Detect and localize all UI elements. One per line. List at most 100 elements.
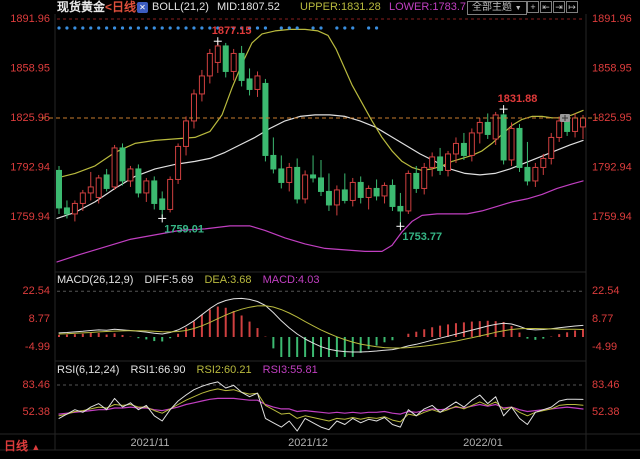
macd-params-label: MACD(26,12,9) bbox=[57, 274, 134, 286]
signal-dot bbox=[216, 26, 220, 30]
crosshair-icon[interactable]: + bbox=[527, 1, 539, 13]
candle-body bbox=[532, 166, 539, 182]
pane-shift-right-icon[interactable]: ⇥ bbox=[553, 1, 565, 13]
signal-dot bbox=[343, 26, 347, 30]
symbol-name: 现货黄金 bbox=[57, 0, 106, 14]
candle-body bbox=[452, 142, 459, 155]
boll-upper-value: UPPER:1831.28 bbox=[300, 1, 381, 13]
rsi1-value: RSI1:66.90 bbox=[130, 364, 186, 376]
macd-axis-label-right: 22.54 bbox=[592, 285, 620, 297]
indicator-settings-icon[interactable]: ✕ bbox=[137, 2, 148, 13]
rsi2-line bbox=[58, 388, 584, 423]
candle-body bbox=[437, 156, 444, 171]
candle-body bbox=[214, 45, 221, 63]
signal-dot bbox=[65, 26, 69, 30]
candle-body bbox=[198, 75, 205, 95]
date-axis-label: 2022/01 bbox=[463, 437, 503, 449]
macd-diff-value: DIFF:5.69 bbox=[144, 274, 194, 286]
signal-dot bbox=[81, 26, 85, 30]
boll-lower-value: LOWER:1783.7 bbox=[389, 1, 467, 13]
y-axis-label-right: 1825.95 bbox=[592, 112, 632, 124]
candle-body bbox=[111, 147, 118, 188]
pane-expand-icon[interactable]: ↦ bbox=[566, 1, 578, 13]
signal-dot bbox=[89, 26, 93, 30]
candle-body bbox=[151, 180, 158, 204]
signal-dot bbox=[255, 26, 260, 30]
candle-body bbox=[468, 132, 475, 156]
pane-shift-left-icon[interactable]: ⇤ bbox=[540, 1, 552, 13]
triangle-up-icon: ▲ bbox=[31, 442, 41, 452]
candle-body bbox=[95, 177, 102, 198]
candle-body bbox=[500, 114, 507, 161]
boll-mid-value: MID:1807.52 bbox=[216, 1, 280, 13]
candle-body bbox=[262, 82, 269, 156]
signal-dot bbox=[335, 26, 339, 30]
candle-body bbox=[397, 205, 404, 212]
y-axis-label-right: 1792.94 bbox=[592, 161, 632, 173]
candle-body bbox=[540, 157, 547, 168]
macd-axis-label-right: 8.77 bbox=[592, 313, 613, 325]
candle-body bbox=[373, 187, 380, 197]
signal-dot bbox=[311, 26, 315, 30]
macd-axis-label-left: -4.99 bbox=[25, 341, 50, 353]
candle-body bbox=[238, 52, 245, 81]
signal-dot bbox=[295, 26, 299, 30]
date-axis-label: 2021/11 bbox=[131, 437, 170, 449]
theme-dropdown[interactable]: 全部主题 ▼ bbox=[467, 1, 527, 15]
candle-body bbox=[206, 52, 213, 77]
y-axis-label-left: 1792.94 bbox=[10, 161, 50, 173]
signal-dot bbox=[176, 26, 180, 30]
signal-dot bbox=[351, 26, 355, 30]
timeframe-selector[interactable]: 日线 ▲ bbox=[4, 439, 41, 453]
candle-body bbox=[143, 180, 150, 194]
macd-header: MACD(26,12,9) DIFF:5.69 DEA:3.68 MACD:4.… bbox=[57, 274, 327, 286]
candle-body bbox=[175, 145, 182, 180]
y-axis-label-left: 1891.96 bbox=[10, 13, 50, 25]
candle-body bbox=[286, 166, 293, 183]
candle-body bbox=[310, 174, 317, 179]
candle-body bbox=[119, 147, 126, 182]
candle-body bbox=[254, 75, 261, 90]
candle-body bbox=[564, 120, 571, 132]
candle-body bbox=[556, 120, 563, 138]
candle-body bbox=[294, 166, 301, 200]
candle-body bbox=[302, 174, 309, 200]
candle-body bbox=[278, 168, 285, 183]
signal-dot bbox=[279, 26, 283, 30]
date-axis-label: 2021/12 bbox=[288, 437, 328, 449]
signal-dot bbox=[319, 26, 323, 30]
chevron-down-icon: ▼ bbox=[514, 5, 522, 12]
candle-body bbox=[63, 207, 70, 215]
rsi-axis-label-right: 52.38 bbox=[592, 406, 620, 418]
rsi-axis-label-left: 83.46 bbox=[22, 379, 50, 391]
candle-body bbox=[318, 177, 324, 192]
signal-dot bbox=[112, 26, 117, 30]
price-annotation: 1759.01 bbox=[164, 223, 204, 235]
signal-dot bbox=[120, 26, 125, 30]
candle-body bbox=[460, 142, 467, 156]
candle-body bbox=[476, 121, 483, 134]
price-annotation: 1877.15 bbox=[212, 25, 252, 37]
macd-dea-value: DEA:3.68 bbox=[204, 274, 252, 286]
y-axis-label-left: 1825.95 bbox=[10, 112, 50, 124]
candle-body bbox=[524, 166, 531, 182]
signal-dot bbox=[247, 26, 252, 30]
candle-body bbox=[103, 174, 110, 189]
candle-body bbox=[79, 192, 86, 204]
signal-dot bbox=[144, 26, 148, 30]
y-axis-label-right: 1858.95 bbox=[592, 62, 632, 74]
candle-body bbox=[357, 181, 364, 198]
candle-body bbox=[183, 120, 190, 147]
candle-body bbox=[222, 45, 229, 72]
candle-body bbox=[333, 189, 340, 206]
signal-dot bbox=[160, 26, 164, 30]
rsi1-line bbox=[58, 381, 584, 432]
signal-dot bbox=[184, 26, 188, 30]
y-axis-label-right: 1891.96 bbox=[592, 13, 632, 25]
candle-body bbox=[572, 117, 579, 132]
signal-dot bbox=[168, 26, 172, 30]
rsi3-line bbox=[58, 397, 584, 415]
rsi-axis-label-right: 83.46 bbox=[592, 379, 620, 391]
